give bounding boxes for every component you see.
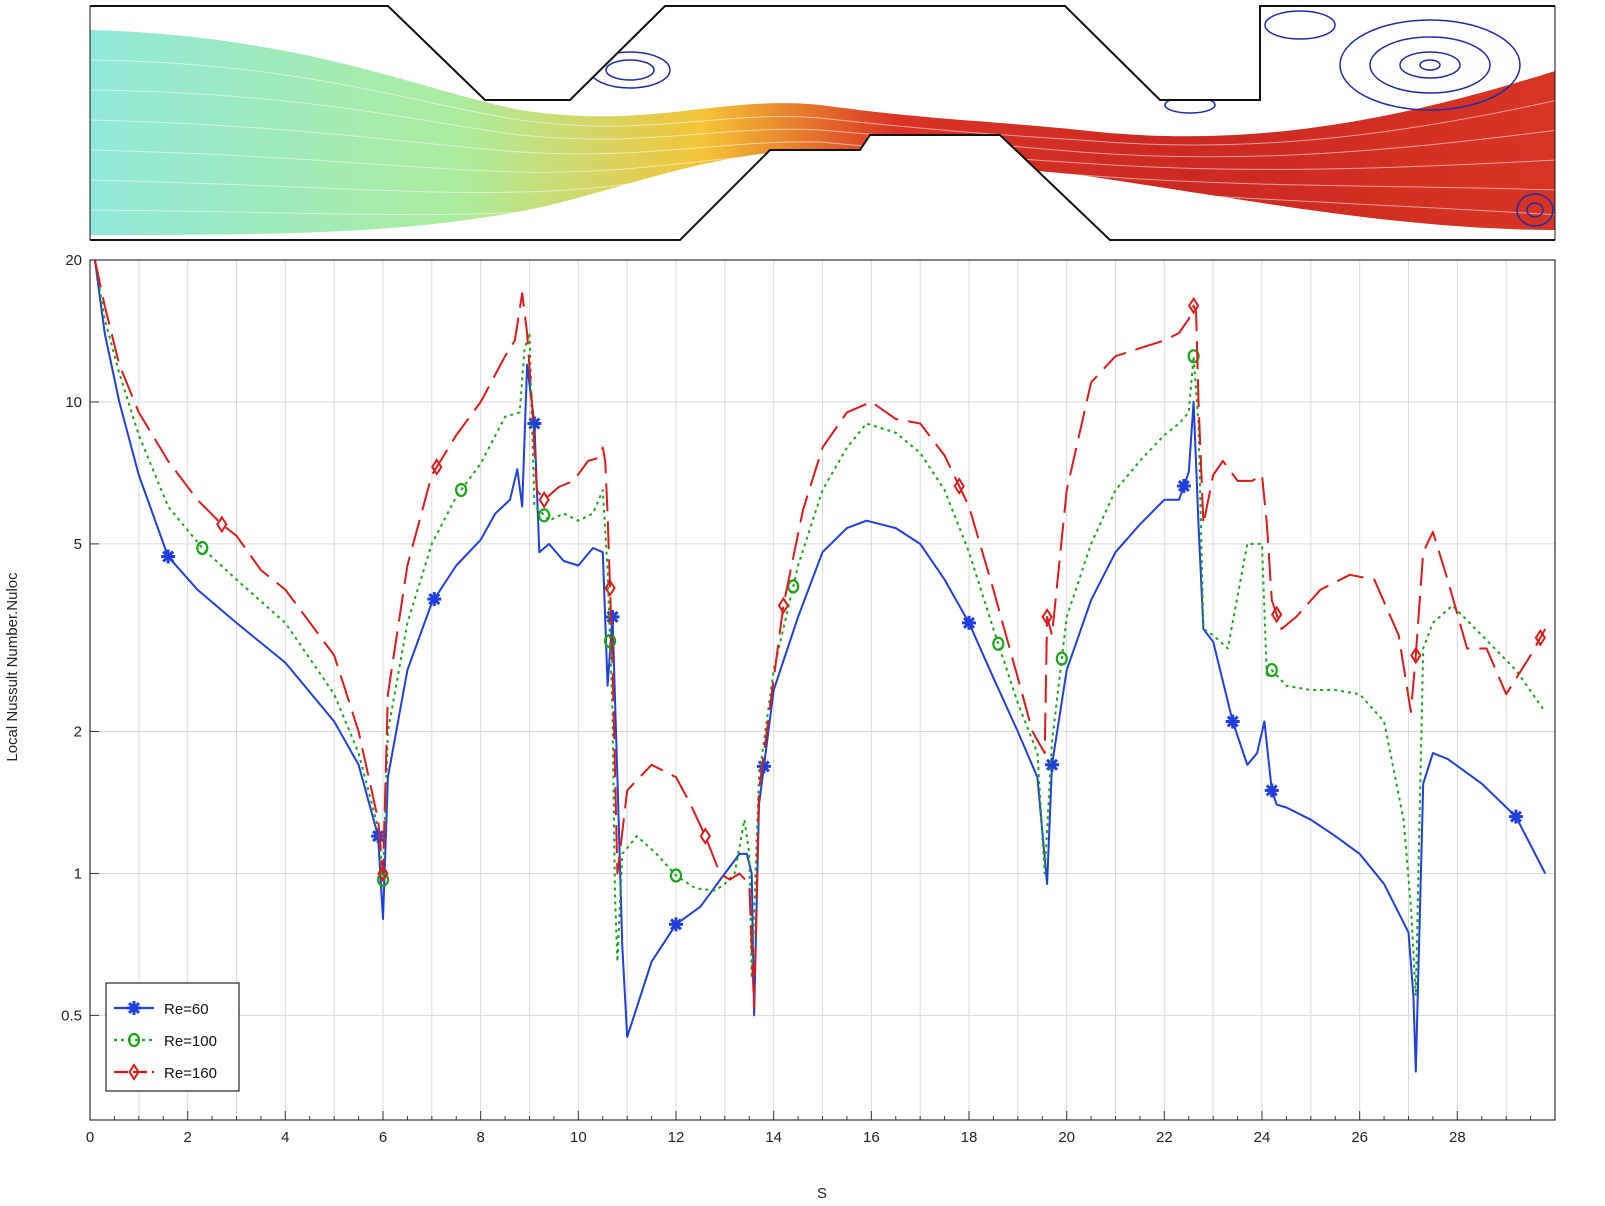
data-point-re160 [538, 490, 550, 509]
x-axis: 0 2 4 6 8 10 12 14 16 18 20 22 24 26 28 [86, 1111, 1532, 1146]
x-tick-label: 16 [863, 1129, 880, 1146]
y-tick-label: 0.5 [61, 1007, 82, 1024]
y-tick-label: 1 [74, 865, 82, 882]
data-point-re160 [216, 515, 228, 534]
data-point-re60 [1225, 714, 1240, 729]
data-point-re60 [1045, 757, 1060, 772]
series-line-re100 [93, 259, 1547, 997]
legend-item-re160: Re=160 [114, 1065, 217, 1082]
x-tick-label: 28 [1449, 1129, 1466, 1146]
legend-marker-re160 [128, 1063, 140, 1081]
data-point-re100 [1187, 349, 1200, 364]
data-point-re100 [1055, 651, 1068, 666]
series-re60 [93, 259, 1547, 1073]
grid-lines [89, 259, 1555, 1120]
x-tick-label: 12 [668, 1129, 685, 1146]
data-point-re60 [1264, 783, 1279, 798]
y-tick-label: 10 [65, 394, 82, 411]
data-point-re160 [699, 827, 711, 845]
data-point-re160 [604, 579, 616, 597]
data-point-re160 [1534, 628, 1547, 647]
data-point-re100 [538, 508, 551, 523]
data-point-re60 [527, 416, 542, 431]
legend: Re=60 Re=100 Re=160 [105, 982, 240, 1092]
data-point-re160 [1187, 296, 1200, 315]
data-point-re60 [427, 592, 442, 607]
legend-marker-re100 [127, 1032, 141, 1048]
legend-label-re160: Re=160 [164, 1065, 217, 1082]
x-tick-label: 18 [961, 1129, 978, 1146]
data-point-re60 [1508, 809, 1523, 824]
data-point-re160 [953, 477, 965, 495]
y-axis: 0.5 1 2 5 10 20 [61, 252, 99, 1024]
data-point-re60 [1176, 478, 1191, 493]
data-point-re100 [603, 633, 617, 649]
x-tick-label: 14 [765, 1129, 782, 1146]
y-tick-label: 2 [74, 724, 82, 741]
data-point-re60 [161, 549, 176, 564]
data-point-re60 [605, 609, 620, 624]
x-tick-label: 2 [183, 1129, 191, 1146]
legend-label-re60: Re=60 [164, 1001, 209, 1018]
data-point-re100 [669, 868, 683, 883]
y-tick-label: 5 [74, 536, 82, 553]
data-point-re160 [431, 458, 443, 476]
legend-item-re100: Re=100 [114, 1033, 217, 1050]
series-re160 [93, 259, 1547, 1009]
data-point-re160 [377, 864, 389, 883]
series-layer [93, 259, 1547, 1073]
x-tick-label: 8 [476, 1129, 484, 1146]
data-point-re100 [455, 482, 468, 498]
data-point-re160 [1270, 605, 1283, 624]
data-point-re100 [196, 540, 209, 556]
x-tick-label: 24 [1254, 1129, 1271, 1146]
legend-label-re100: Re=100 [164, 1033, 217, 1050]
data-point-re160 [1041, 608, 1053, 626]
y-tick-label: 20 [65, 252, 82, 269]
series-re100 [93, 259, 1547, 997]
x-tick-label: 4 [281, 1129, 289, 1146]
data-point-re160 [1410, 646, 1422, 665]
data-point-re60 [669, 917, 683, 932]
legend-markers [127, 1001, 141, 1081]
y-axis-title: Local Nussult Number.Nuloc [4, 572, 21, 762]
data-point-re60 [962, 615, 976, 630]
x-tick-label: 0 [86, 1129, 94, 1146]
data-point-re100 [992, 636, 1005, 651]
data-point-re100 [1265, 662, 1278, 678]
x-axis-title: S [817, 1185, 827, 1202]
series-line-re160 [93, 259, 1547, 1009]
legend-marker-re60 [127, 1001, 141, 1015]
x-tick-label: 10 [570, 1129, 587, 1146]
x-tick-label: 20 [1058, 1129, 1075, 1146]
legend-box [105, 982, 240, 1092]
series-line-re60 [93, 259, 1547, 1073]
streamline-image [89, 5, 1556, 241]
x-tick-label: 22 [1156, 1129, 1173, 1146]
x-tick-label: 6 [379, 1129, 387, 1146]
data-point-re160 [777, 596, 790, 615]
x-tick-label: 26 [1351, 1129, 1368, 1146]
